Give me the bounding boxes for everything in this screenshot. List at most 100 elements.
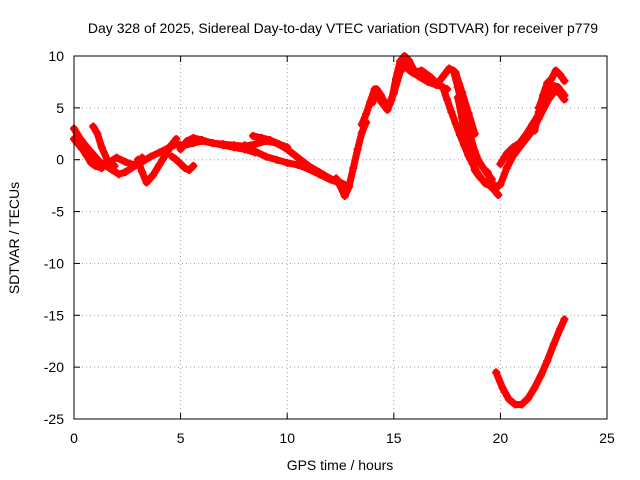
data-point	[447, 108, 456, 117]
data-point	[261, 152, 270, 161]
data-point	[172, 134, 181, 143]
data-point	[483, 168, 492, 177]
data-point	[133, 155, 142, 164]
data-point	[293, 153, 302, 162]
data-point	[189, 161, 198, 170]
data-point	[389, 89, 398, 98]
data-point	[524, 394, 533, 403]
data-point	[197, 136, 206, 145]
data-point	[490, 182, 499, 191]
data-point	[560, 91, 569, 100]
data-point	[438, 83, 447, 92]
data-point	[266, 136, 275, 145]
ticks: 0 5 10 15 20 25 10 5 0 -5 -10 -15 -20 -25	[44, 48, 615, 446]
data-point	[504, 395, 513, 404]
data-point	[498, 383, 507, 392]
data-point	[272, 155, 281, 164]
data-point	[155, 148, 164, 157]
data-point	[475, 172, 484, 181]
data-point	[451, 119, 460, 128]
data-point	[432, 81, 441, 90]
data-point	[449, 66, 458, 75]
x-tick-label: 15	[386, 430, 402, 446]
data-point	[283, 158, 292, 167]
data-point	[470, 166, 479, 175]
data-point	[332, 174, 341, 183]
x-axis-label: GPS time / hours	[287, 457, 394, 473]
data-point	[325, 175, 334, 184]
data-point	[91, 161, 100, 170]
data-point	[138, 168, 147, 177]
data-point	[494, 190, 503, 199]
data-point	[155, 160, 164, 169]
data-point	[168, 140, 177, 149]
series-line-arc-9	[241, 141, 342, 186]
data-point	[185, 166, 194, 175]
data-point	[368, 98, 377, 107]
y-tick-label: 0	[56, 152, 64, 168]
data-point	[104, 158, 113, 167]
data-point	[536, 371, 545, 380]
data-point	[521, 130, 530, 139]
data-point	[229, 143, 238, 152]
data-point	[560, 315, 569, 324]
y-tick-label: 10	[48, 48, 64, 64]
data-point	[417, 66, 426, 75]
data-point	[383, 103, 392, 112]
data-point	[336, 182, 345, 191]
data-point	[502, 164, 511, 173]
data-point	[556, 70, 565, 79]
data-point	[415, 72, 424, 81]
data-point	[515, 139, 524, 148]
data-point	[89, 122, 98, 131]
data-point	[492, 368, 501, 377]
data-point	[357, 128, 366, 137]
y-tick-label: -15	[44, 307, 64, 323]
data-point	[168, 152, 177, 161]
y-tick-label: -25	[44, 411, 64, 427]
data-point	[466, 150, 475, 159]
data-point	[251, 147, 260, 156]
data-point	[110, 161, 119, 170]
data-point	[502, 149, 511, 158]
data-point	[496, 159, 505, 168]
series-layer	[70, 52, 569, 409]
data-point	[496, 180, 505, 189]
data-point	[142, 178, 151, 187]
data-point	[172, 155, 181, 164]
y-tick-label: 5	[56, 100, 64, 116]
y-axis-label: SDTVAR / TECUs	[6, 182, 22, 294]
data-point	[97, 143, 106, 152]
data-point	[551, 66, 560, 75]
data-point	[547, 81, 556, 90]
data-point	[530, 126, 539, 135]
data-point	[219, 141, 228, 150]
data-point	[97, 164, 106, 173]
x-tick-label: 20	[493, 430, 509, 446]
data-point	[176, 159, 185, 168]
data-point	[438, 72, 447, 81]
data-point	[189, 133, 198, 142]
data-point	[541, 87, 550, 96]
data-point	[549, 340, 558, 349]
data-point	[453, 93, 462, 102]
data-point	[293, 160, 302, 169]
chart-title: Day 328 of 2025, Sidereal Day-to-day VTE…	[88, 20, 598, 36]
data-point	[362, 110, 371, 119]
data-point	[509, 151, 518, 160]
x-tick-label: 0	[70, 430, 78, 446]
data-point	[517, 400, 526, 409]
data-point	[406, 67, 415, 76]
data-point	[475, 157, 484, 166]
data-point	[121, 157, 130, 166]
data-point	[479, 164, 488, 173]
data-point	[283, 145, 292, 154]
data-point	[398, 60, 407, 69]
data-point	[372, 85, 381, 94]
data-point	[148, 171, 157, 180]
data-point	[353, 145, 362, 154]
data-point	[543, 356, 552, 365]
data-point	[274, 140, 283, 149]
